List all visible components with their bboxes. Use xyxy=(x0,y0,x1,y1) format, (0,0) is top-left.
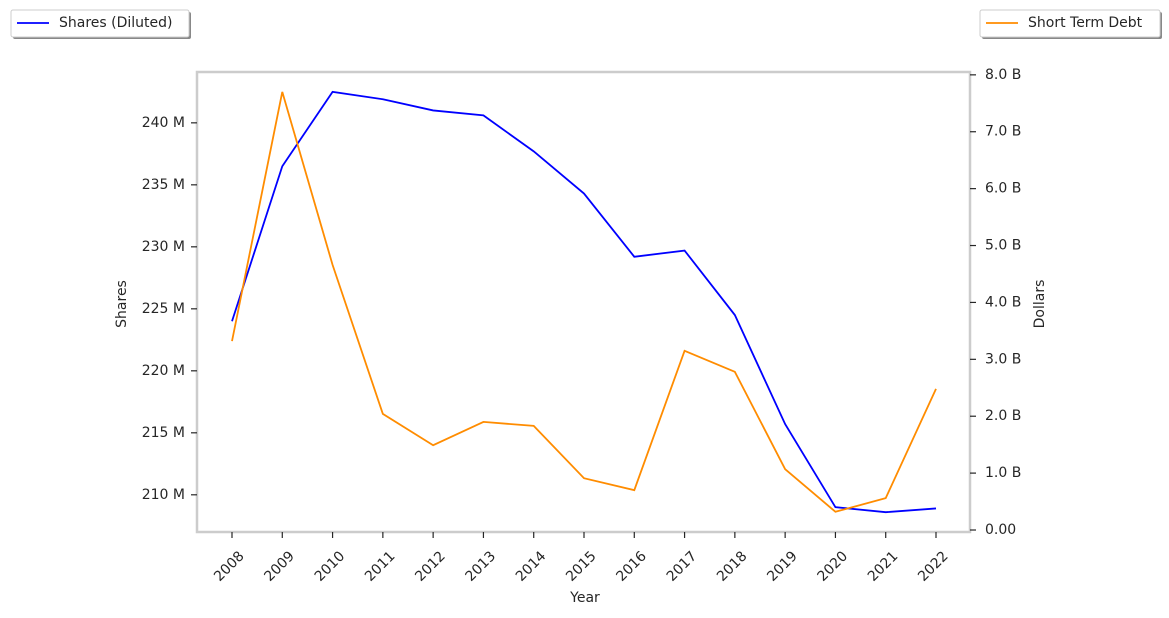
legend-label: Short Term Debt xyxy=(1028,15,1143,31)
x-tick-label: 2022 xyxy=(915,548,952,585)
x-tick-label: 2009 xyxy=(261,548,298,585)
x-tick-label: 2012 xyxy=(412,548,449,585)
x-tick-label: 2017 xyxy=(664,548,701,585)
y-tick-label: 240 M xyxy=(142,115,185,131)
y-tick-label: 215 M xyxy=(142,425,185,441)
y-tick-label: 210 M xyxy=(142,487,185,503)
y-tick-label: 235 M xyxy=(142,177,185,193)
y2-tick-label: 1.0 B xyxy=(985,465,1021,481)
x-tick-label: 2013 xyxy=(463,548,500,585)
x-tick-label: 2016 xyxy=(613,548,650,585)
y2-tick-label: 3.0 B xyxy=(985,351,1021,367)
y2-tick-label: 5.0 B xyxy=(985,238,1021,254)
legend-left xyxy=(10,9,191,39)
legend-right xyxy=(979,9,1162,39)
x-tick-label: 2014 xyxy=(513,548,550,585)
plot-frame xyxy=(195,70,972,534)
x-tick-label: 2020 xyxy=(815,548,852,585)
x-tick-label: 2010 xyxy=(312,548,349,585)
x-tick-label: 2019 xyxy=(764,548,801,585)
y2-tick-label: 8.0 B xyxy=(985,67,1021,83)
legend-box xyxy=(10,9,190,38)
y2-tick-label: 6.0 B xyxy=(985,181,1021,197)
legend-label: Shares (Diluted) xyxy=(59,15,173,31)
x-tick-label: 2018 xyxy=(714,548,751,585)
y-tick-label: 225 M xyxy=(142,301,185,317)
y2-axis-label: Dollars xyxy=(1032,280,1048,329)
x-tick-label: 2015 xyxy=(563,548,600,585)
x-tick-label: 2021 xyxy=(865,548,902,585)
y-axis-label: Shares xyxy=(114,280,130,328)
x-axis-label: Year xyxy=(569,590,600,606)
y2-tick-label: 2.0 B xyxy=(985,408,1021,424)
y-tick-label: 220 M xyxy=(142,363,185,379)
series-line xyxy=(231,90,937,514)
y2-tick-label: 4.0 B xyxy=(985,294,1021,310)
series-line xyxy=(231,91,937,513)
x-tick-label: 2011 xyxy=(362,548,399,585)
x-tick-label: 2008 xyxy=(211,548,248,585)
y2-tick-label: 0.00 xyxy=(985,522,1016,538)
y2-tick-label: 7.0 B xyxy=(985,124,1021,140)
y-tick-label: 230 M xyxy=(142,239,185,255)
legend-box xyxy=(979,9,1161,38)
